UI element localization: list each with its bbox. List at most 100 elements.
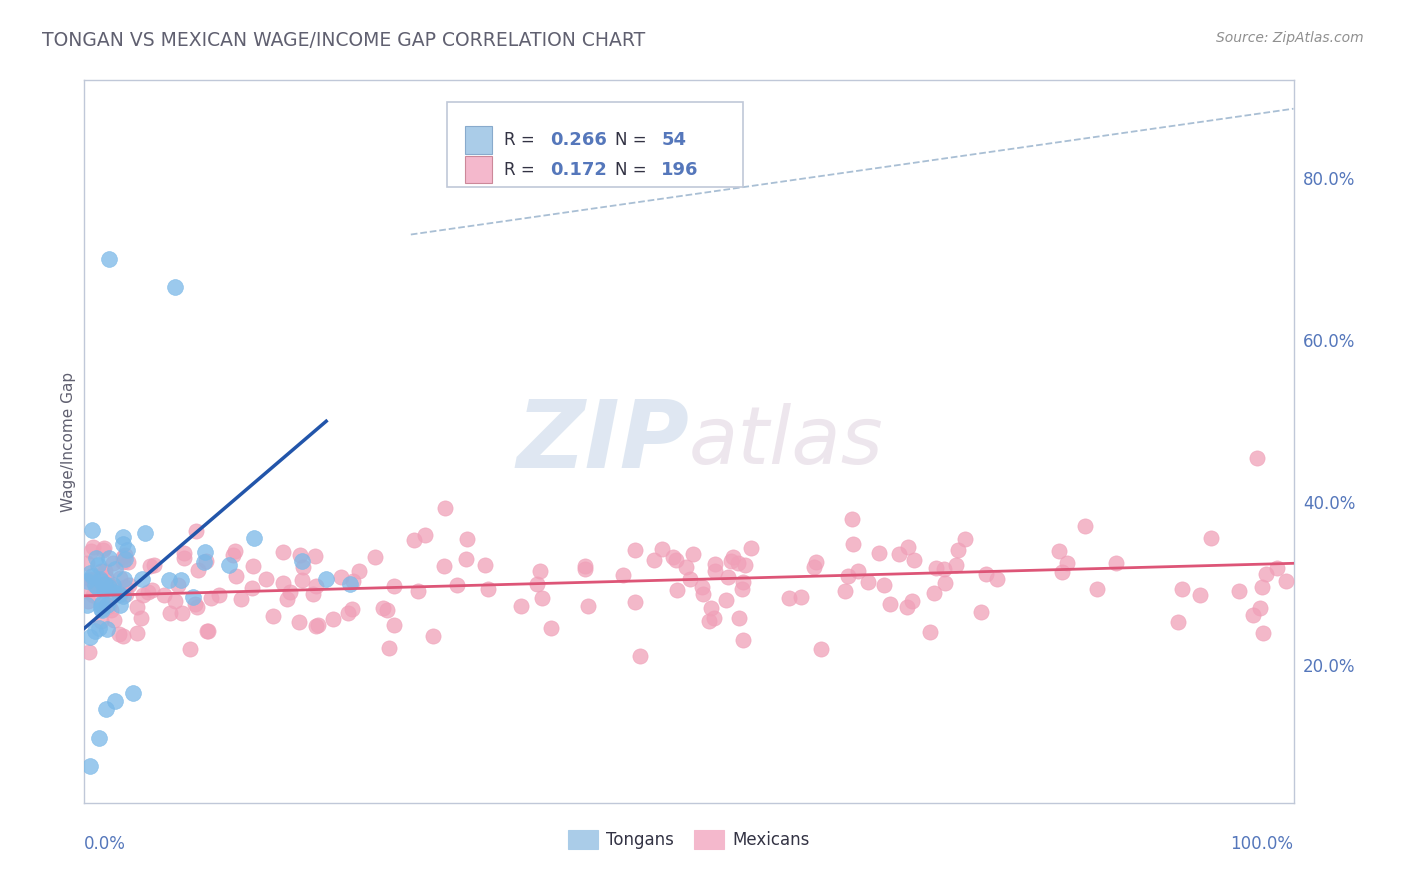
- Point: [166, 578, 188, 592]
- Point: [901, 593, 924, 607]
- Point: [76, 556, 98, 570]
- Point: [1254, 567, 1277, 582]
- Point: [90, 614, 112, 628]
- Point: [1199, 531, 1222, 545]
- Point: [336, 606, 359, 620]
- Point: [108, 588, 131, 602]
- Point: [87, 558, 110, 573]
- Point: [1246, 450, 1268, 465]
- Point: [94, 569, 117, 583]
- Point: [97, 578, 120, 592]
- Point: [170, 573, 193, 587]
- Point: [76, 584, 98, 599]
- Point: [406, 584, 429, 599]
- Point: [1250, 580, 1272, 594]
- Point: [117, 555, 139, 569]
- Point: [477, 582, 499, 596]
- Point: [382, 617, 405, 632]
- Point: [179, 641, 201, 656]
- Point: [922, 585, 945, 599]
- Point: [153, 588, 176, 602]
- Point: [115, 542, 138, 557]
- Point: [720, 554, 742, 568]
- Text: 0.266: 0.266: [550, 131, 607, 149]
- Point: [740, 541, 762, 555]
- Point: [662, 549, 685, 564]
- Point: [271, 545, 294, 559]
- Point: [302, 587, 325, 601]
- Point: [276, 591, 298, 606]
- Point: [322, 612, 344, 626]
- Point: [136, 585, 159, 599]
- Point: [134, 525, 156, 540]
- Point: [127, 625, 149, 640]
- Text: N =: N =: [616, 131, 652, 149]
- Point: [240, 581, 263, 595]
- Point: [200, 591, 222, 605]
- Point: [278, 585, 301, 599]
- Point: [82, 540, 104, 554]
- Point: [628, 649, 651, 664]
- Point: [112, 629, 135, 643]
- Point: [89, 621, 111, 635]
- Point: [665, 553, 688, 567]
- Point: [727, 556, 749, 570]
- Point: [291, 573, 314, 587]
- Point: [896, 599, 918, 614]
- Text: Source: ZipAtlas.com: Source: ZipAtlas.com: [1216, 31, 1364, 45]
- Point: [83, 624, 105, 638]
- Point: [163, 594, 186, 608]
- Point: [304, 579, 326, 593]
- Point: [868, 546, 890, 560]
- Point: [837, 568, 859, 582]
- Point: [103, 556, 125, 570]
- Point: [114, 548, 136, 562]
- Text: R =: R =: [503, 131, 540, 149]
- Point: [159, 606, 181, 620]
- Point: [897, 540, 920, 554]
- Point: [77, 594, 100, 608]
- Point: [84, 576, 107, 591]
- Point: [288, 548, 311, 562]
- Point: [165, 280, 187, 294]
- Point: [509, 599, 531, 614]
- Point: [932, 562, 955, 576]
- Text: ZIP: ZIP: [516, 395, 689, 488]
- Point: [612, 568, 634, 582]
- Point: [76, 574, 98, 588]
- Point: [433, 558, 456, 573]
- Point: [112, 573, 135, 587]
- Point: [731, 582, 754, 596]
- Point: [129, 611, 152, 625]
- Point: [195, 624, 218, 638]
- Point: [728, 611, 751, 625]
- Point: [118, 578, 141, 592]
- Point: [342, 574, 364, 588]
- Point: [208, 588, 231, 602]
- Point: [415, 528, 437, 542]
- Point: [714, 592, 737, 607]
- Point: [873, 578, 896, 592]
- Point: [834, 584, 856, 599]
- Point: [111, 549, 134, 564]
- Point: [339, 577, 361, 591]
- Point: [530, 591, 553, 605]
- Point: [97, 550, 120, 565]
- Point: [83, 577, 105, 591]
- Y-axis label: Wage/Income Gap: Wage/Income Gap: [60, 371, 76, 512]
- Point: [193, 555, 215, 569]
- Point: [679, 572, 702, 586]
- Point: [86, 580, 108, 594]
- Text: atlas: atlas: [689, 402, 884, 481]
- Point: [858, 575, 880, 590]
- Point: [375, 603, 398, 617]
- Point: [456, 532, 478, 546]
- Point: [315, 572, 337, 586]
- Point: [90, 565, 112, 579]
- Point: [103, 585, 125, 599]
- Point: [242, 531, 264, 545]
- Point: [903, 553, 925, 567]
- Point: [96, 622, 118, 636]
- Point: [576, 599, 599, 613]
- Point: [422, 629, 444, 643]
